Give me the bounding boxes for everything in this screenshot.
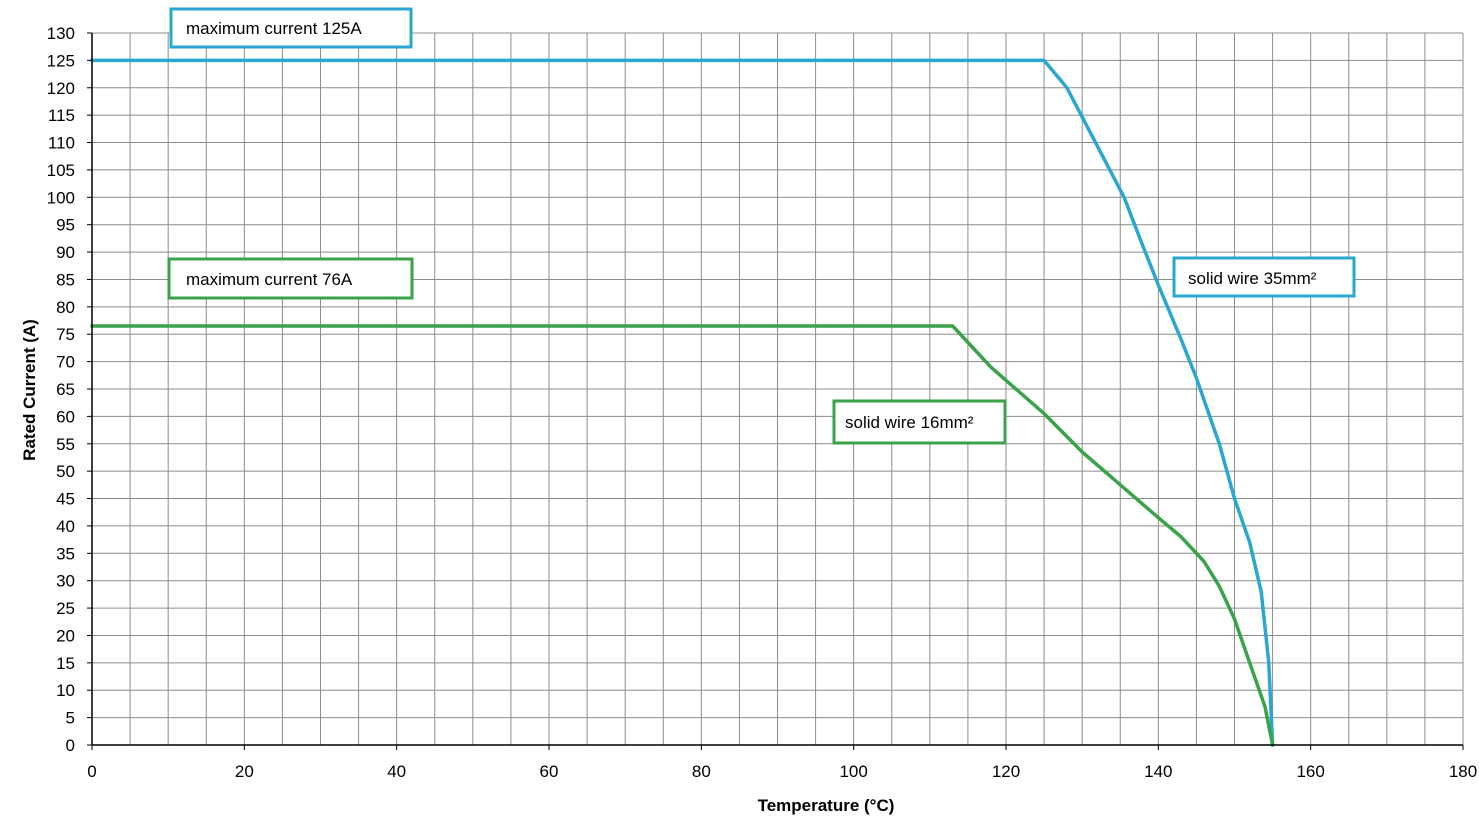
y-tick-labels: 0 5 10 15 20 25 30 35 40 45 50 55 60 65 70 75 80 85 90 95 10… [47, 24, 92, 755]
y-tick-label: 55 [56, 435, 75, 454]
x-tick-label: 40 [387, 762, 406, 781]
annotation-35mm: solid wire 35mm² [1172, 256, 1356, 298]
y-tick-label: 115 [48, 106, 75, 125]
y-axis-title: Rated Current (A) [20, 319, 39, 461]
x-tick-label: 120 [992, 762, 1020, 781]
annotation-max-125: maximum current 125A [169, 7, 413, 49]
y-tick-label: 50 [56, 462, 75, 481]
y-tick-label: 0 [66, 736, 75, 755]
annotation-35mm-label: solid wire 35mm² [1188, 269, 1317, 288]
y-tick-label: 5 [66, 709, 75, 728]
annotation-max-125-label: maximum current 125A [186, 19, 362, 38]
y-tick-label: 70 [56, 353, 75, 372]
x-tick-label: 0 [87, 762, 96, 781]
series-line-35mm [90, 58, 1275, 747]
annotation-16mm-label: solid wire 16mm² [845, 413, 974, 432]
x-tick-label: 80 [692, 762, 711, 781]
y-tick-label: 120 [47, 79, 75, 98]
x-axis-title: Temperature (°C) [758, 796, 895, 815]
annotation-max-76-label: maximum current 76A [186, 270, 353, 289]
y-tick-label: 90 [56, 243, 75, 262]
y-tick-label: 105 [47, 161, 75, 180]
series-layer [90, 58, 1275, 747]
series-line-16mm [90, 324, 1275, 747]
y-tick-label: 125 [47, 51, 75, 70]
y-tick-label: 60 [56, 407, 75, 426]
x-tick-label: 180 [1449, 762, 1477, 781]
y-tick-label: 45 [56, 490, 75, 509]
grid [91, 32, 1464, 746]
y-tick-label: 95 [56, 216, 75, 235]
y-tick-label: 20 [56, 626, 75, 645]
annotation-max-76-box [167, 257, 414, 300]
annotations: maximum current 125A maximum current 76A… [167, 7, 1356, 445]
x-tick-label: 20 [235, 762, 254, 781]
y-tick-label: 30 [56, 572, 75, 591]
x-tick-label: 140 [1144, 762, 1172, 781]
y-tick-label: 35 [56, 544, 75, 563]
x-tick-label: 60 [540, 762, 559, 781]
y-tick-label: 65 [56, 380, 75, 399]
x-tick-labels: 0 20 40 60 80 100 120 140 160 180 [87, 745, 1477, 781]
annotation-35mm-box [1172, 256, 1356, 298]
y-tick-label: 80 [56, 298, 75, 317]
y-tick-label: 75 [56, 325, 75, 344]
y-tick-label: 15 [56, 654, 75, 673]
y-tick-label: 130 [47, 24, 75, 43]
y-tick-label: 10 [56, 681, 75, 700]
y-tick-label: 110 [48, 134, 75, 153]
annotation-max-76: maximum current 76A [167, 257, 414, 300]
x-tick-label: 100 [839, 762, 867, 781]
y-tick-label: 100 [47, 188, 75, 207]
annotation-16mm-box [832, 399, 1007, 445]
annotation-16mm: solid wire 16mm² [832, 399, 1007, 445]
y-tick-label: 40 [56, 517, 75, 536]
y-tick-label: 85 [56, 270, 75, 289]
annotation-max-125-box [169, 7, 413, 49]
x-tick-label: 160 [1296, 762, 1324, 781]
y-tick-label: 25 [56, 599, 75, 618]
